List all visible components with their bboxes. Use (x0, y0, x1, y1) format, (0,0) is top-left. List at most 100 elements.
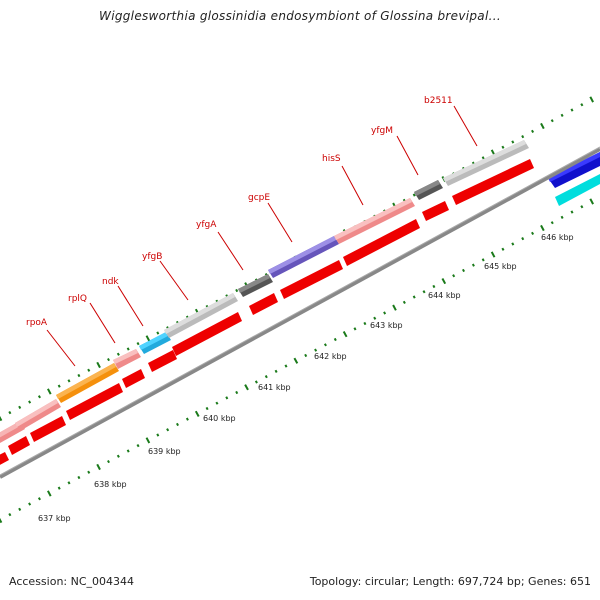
gene-labels: rpoA rplQ ndk yfgB yfgA gcpE hisS yfgM b… (26, 96, 478, 367)
scale-label-637: 637 kbp (38, 514, 71, 523)
gene-label-gcpE[interactable]: gcpE (248, 193, 270, 203)
scale-minor-tick (570, 210, 574, 214)
outer-minor-tick (481, 156, 485, 160)
forward-strand-genes (0, 140, 600, 443)
scale-minor-tick (531, 231, 535, 235)
scale-minor-tick (402, 300, 406, 304)
gene-block-yfgM-top[interactable] (414, 180, 440, 196)
leader-line (159, 260, 189, 301)
scale-major-tick (293, 357, 299, 364)
scale-major-tick (0, 517, 3, 524)
gene-arrow[interactable] (66, 383, 123, 420)
scale-minor-tick (8, 513, 12, 517)
outer-major-tick (0, 415, 3, 422)
gene-block-gcpE-top[interactable] (268, 236, 336, 274)
leader-line (89, 302, 116, 344)
scale-tick-row (0, 198, 594, 524)
outer-minor-tick (501, 145, 505, 149)
gene-arrow[interactable] (30, 416, 66, 442)
gene-label-yfgM[interactable]: yfgM (371, 126, 393, 136)
genome-backbone (0, 147, 600, 479)
gene-block-rpoA-top[interactable] (15, 399, 58, 427)
genome-backbone-highlight (0, 146, 600, 476)
outer-major-tick (96, 361, 101, 369)
leader-line (267, 202, 293, 243)
scale-major-tick (96, 463, 101, 471)
gene-arrow[interactable] (422, 201, 449, 221)
scale-major-tick (540, 224, 545, 232)
scale-minor-tick (521, 237, 525, 241)
gene-block-orange-top[interactable] (56, 363, 116, 399)
outer-minor-tick (116, 352, 120, 356)
scale-major-tick (392, 304, 397, 311)
outer-major-tick (589, 96, 594, 103)
scale-minor-tick (215, 401, 219, 405)
scale-minor-tick (28, 502, 32, 506)
scale-major-tick (589, 198, 594, 205)
scale-minor-tick (254, 380, 258, 384)
gene-block-hisS-top[interactable] (334, 198, 412, 240)
leader-line (217, 231, 244, 271)
scale-minor-tick (333, 337, 337, 342)
scale-minor-tick (136, 444, 140, 448)
gene-arrow-cyan[interactable] (555, 174, 600, 206)
gene-block-b2511-top[interactable] (443, 140, 526, 182)
gene-block-blue-top[interactable] (548, 152, 600, 182)
scale-labels: 637 kbp 638 kbp 639 kbp 640 kbp 641 kbp … (38, 233, 574, 523)
scale-minor-tick (77, 475, 81, 480)
gene-label-hisS[interactable]: hisS (322, 154, 341, 164)
outer-minor-tick (531, 129, 535, 133)
gene-label-rplQ[interactable]: rplQ (68, 294, 87, 304)
leader-line (46, 329, 76, 367)
gene-arrow[interactable] (8, 436, 30, 455)
scale-minor-tick (481, 258, 485, 262)
scale-minor-tick (225, 396, 229, 400)
gene-label-ndk[interactable]: ndk (102, 277, 119, 287)
scale-minor-tick (511, 242, 515, 246)
gene-block-yfgA-top[interactable] (238, 274, 270, 293)
gene-label-yfgA[interactable]: yfgA (196, 220, 217, 230)
gene-arrow[interactable] (280, 260, 343, 299)
gene-label-yfgB[interactable]: yfgB (142, 252, 162, 262)
outer-minor-tick (57, 384, 61, 388)
outer-minor-tick (18, 405, 22, 409)
scale-label-646: 646 kbp (541, 233, 574, 242)
outer-minor-tick (412, 193, 416, 197)
gene-block-yfgB-top[interactable] (164, 293, 235, 334)
gene-arrow[interactable] (122, 369, 145, 388)
outer-minor-tick (235, 288, 239, 293)
scale-minor-tick (560, 215, 564, 219)
scale-minor-tick (462, 268, 465, 273)
outer-minor-tick (37, 395, 41, 399)
scale-minor-tick (412, 295, 416, 299)
gene-arrow[interactable] (249, 293, 278, 315)
scale-minor-tick (176, 422, 179, 427)
map-title: Wigglesworthia glossinidia endosymbiont … (99, 9, 501, 23)
scale-minor-tick (274, 369, 278, 373)
scale-label-640: 640 kbp (203, 414, 236, 423)
gene-label-b2511[interactable]: b2511 (424, 96, 453, 106)
scale-minor-tick (323, 343, 327, 347)
scale-minor-tick (235, 390, 239, 395)
gene-arrow[interactable] (148, 350, 177, 372)
scale-minor-tick (87, 470, 91, 474)
outer-minor-tick (521, 135, 525, 139)
outer-minor-tick (136, 342, 140, 346)
scale-minor-tick (116, 454, 120, 458)
genome-summary-text: Topology: circular; Length: 697,724 bp; … (309, 575, 591, 588)
gene-block-cyan-top[interactable] (139, 332, 168, 350)
scale-minor-tick (264, 375, 268, 379)
gene-arrow[interactable] (343, 219, 420, 266)
scale-major-tick (342, 331, 348, 338)
gene-arrow[interactable] (0, 452, 9, 466)
leader-line (117, 285, 144, 327)
scale-minor-tick (37, 497, 41, 501)
scale-label-642: 642 kbp (314, 352, 347, 361)
gene-block-ndk-top[interactable] (113, 349, 138, 364)
scale-label-645: 645 kbp (484, 262, 517, 271)
scale-minor-tick (166, 428, 170, 432)
gene-label-rpoA[interactable]: rpoA (26, 318, 48, 328)
gene-arrow[interactable] (452, 159, 534, 205)
outer-minor-tick (550, 119, 554, 123)
gene-arrow[interactable] (172, 312, 242, 356)
